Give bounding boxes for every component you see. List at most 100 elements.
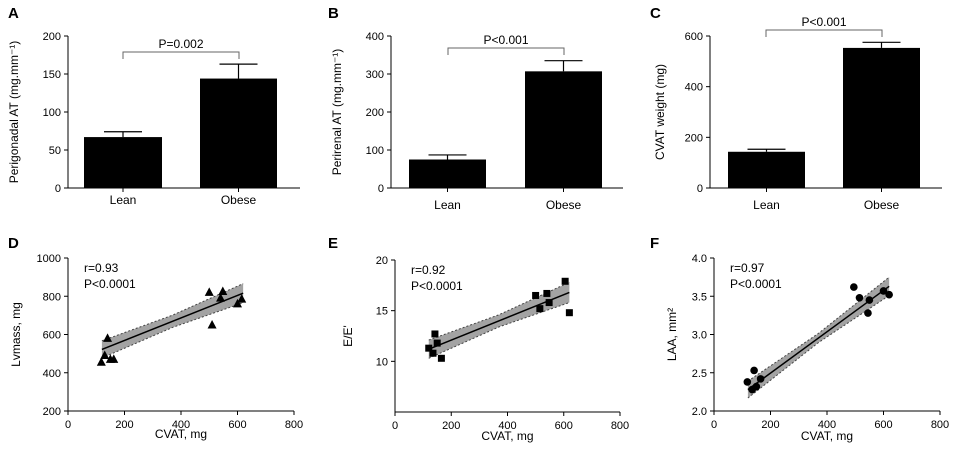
- data-point: [100, 350, 110, 360]
- x-tick-label: 600: [228, 419, 246, 431]
- y-tick-label: 600: [43, 330, 61, 342]
- y-tick-label: 300: [366, 69, 384, 81]
- y-tick-label: 4.0: [692, 253, 707, 265]
- category-label: Obese: [546, 198, 582, 212]
- panel-letter: E: [328, 235, 338, 252]
- panel-letter: A: [8, 5, 19, 22]
- y-tick-label: 150: [43, 69, 61, 81]
- confidence-lower: [747, 295, 890, 399]
- x-tick-label: 0: [392, 420, 398, 432]
- data-point: [743, 378, 752, 386]
- data-point: [536, 305, 544, 313]
- y-axis-title: Perirenal AT (mg.mm⁻¹): [330, 49, 344, 176]
- confidence-lower: [428, 302, 570, 359]
- data-point: [752, 382, 761, 391]
- panel-f: F 2.0 2.5 3.0 3.5 4.0 LAA, mm² 0 200 400 600 800 CVA…: [650, 235, 949, 443]
- y-tick-label: 100: [43, 107, 61, 119]
- x-tick-label: 800: [931, 419, 949, 431]
- p-value-annotation: P<0.001: [801, 15, 846, 29]
- p-value-annotation: P<0.001: [483, 33, 528, 47]
- panel-letter: F: [650, 235, 659, 252]
- y-tick-label: 0: [55, 183, 61, 195]
- confidence-upper: [101, 283, 244, 342]
- data-point: [545, 299, 553, 307]
- data-point: [879, 287, 888, 295]
- regression-line: [747, 285, 890, 391]
- category-label: Lean: [753, 198, 780, 212]
- y-tick-label: 2.5: [692, 368, 707, 380]
- x-tick-label: 600: [874, 419, 892, 431]
- panel-letter: B: [328, 5, 339, 22]
- data-point: [437, 354, 445, 362]
- x-tick-label: 800: [285, 419, 303, 431]
- regression-line: [101, 292, 244, 351]
- panel-e: E 10 15 20 E/E' 0 200 400 600 800 CVAT, mg r=0.92 P<…: [328, 235, 629, 443]
- bar-lean: [409, 159, 486, 188]
- data-point: [756, 375, 765, 383]
- data-point: [750, 366, 758, 375]
- data-point: [855, 293, 864, 302]
- bar-obese: [200, 78, 277, 188]
- r-value-annotation: r=0.92: [411, 263, 446, 277]
- p-value-annotation: P=0.002: [158, 37, 203, 51]
- panel-b: B 0 100 200 300 400 Perirenal AT (mg.mm⁻¹) Lean…: [328, 5, 623, 212]
- y-tick-label: 200: [43, 31, 61, 43]
- y-tick-label: 1000: [37, 253, 61, 265]
- y-tick-label: 200: [685, 132, 703, 144]
- category-label: Obese: [864, 198, 900, 212]
- bar-lean: [84, 137, 162, 188]
- data-point: [431, 330, 439, 338]
- category-label: Obese: [221, 193, 257, 207]
- y-axis-title: E/E': [341, 325, 355, 347]
- data-point: [237, 294, 247, 303]
- y-axis-title: CVAT weight (mg): [653, 64, 667, 160]
- x-tick-label: 200: [115, 419, 133, 431]
- data-point: [207, 319, 217, 329]
- data-point: [103, 333, 113, 342]
- panel-d: D 200 400 600 800 1000 Lvmass, mg 0 200 400 600 800…: [8, 235, 303, 441]
- x-axis-title: CVAT, mg: [155, 427, 207, 441]
- y-tick-label: 10: [376, 356, 388, 368]
- x-axis-title: CVAT, mg: [481, 429, 533, 443]
- x-tick-label: 800: [611, 420, 629, 432]
- data-point: [565, 309, 573, 317]
- data-point: [109, 354, 119, 363]
- y-tick-label: 0: [378, 183, 384, 195]
- data-point: [233, 298, 242, 308]
- y-tick-label: 3.0: [692, 330, 707, 342]
- data-point: [850, 283, 858, 291]
- data-point: [216, 293, 226, 302]
- data-point: [429, 349, 437, 357]
- x-tick-label: 0: [65, 419, 71, 431]
- y-tick-label: 50: [49, 145, 61, 157]
- y-tick-label: 400: [685, 82, 703, 94]
- category-label: Lean: [110, 193, 137, 207]
- panel-letter: D: [8, 235, 19, 252]
- y-axis-title: Lvmass, mg: [9, 302, 23, 367]
- x-tick-label: 200: [442, 420, 460, 432]
- p-value-annotation: P<0.0001: [730, 277, 782, 291]
- y-tick-label: 800: [43, 291, 61, 303]
- data-point: [218, 286, 228, 295]
- y-tick-label: 0: [697, 183, 703, 195]
- x-axis-title: CVAT, mg: [801, 429, 853, 443]
- confidence-upper: [428, 281, 570, 341]
- r-value-annotation: r=0.93: [84, 261, 119, 275]
- data-point: [433, 339, 441, 347]
- confidence-upper: [747, 276, 890, 382]
- panel-c: C 0 200 400 600 CVAT weight (mg) Lean Obese P<0.…: [650, 5, 942, 212]
- y-tick-label: 600: [685, 31, 703, 43]
- x-tick-label: 400: [172, 419, 190, 431]
- significance-bracket: [447, 47, 565, 55]
- y-tick-label: 400: [366, 31, 384, 43]
- panel-letter: C: [650, 5, 661, 22]
- data-point: [96, 357, 106, 366]
- p-value-annotation: P<0.0001: [411, 279, 463, 293]
- panel-a: A 0 50 100 150 200 Perigonadal AT (mg.mm⁻¹) Lea…: [7, 5, 300, 207]
- p-value-annotation: P<0.0001: [84, 277, 136, 291]
- data-point: [543, 289, 551, 297]
- y-axis-title: LAA, mm²: [665, 308, 679, 361]
- y-tick-label: 200: [43, 406, 61, 418]
- bar-obese: [525, 71, 602, 188]
